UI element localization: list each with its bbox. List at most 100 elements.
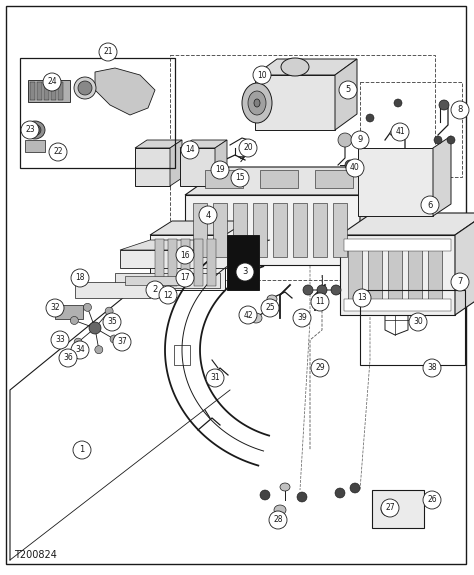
Bar (150, 235, 225, 290)
Bar (360, 290, 465, 365)
Text: 2: 2 (152, 286, 158, 294)
Bar (25, 140, 45, 152)
Circle shape (21, 121, 39, 139)
Circle shape (159, 286, 177, 304)
Bar (344, 299, 451, 311)
Text: 31: 31 (210, 374, 220, 382)
Circle shape (451, 273, 469, 291)
Circle shape (231, 169, 249, 187)
Bar (227, 235, 259, 290)
Text: 14: 14 (185, 145, 195, 155)
Circle shape (381, 499, 399, 517)
Ellipse shape (390, 129, 400, 136)
Bar (168, 239, 177, 286)
Text: 8: 8 (457, 105, 463, 114)
Polygon shape (170, 140, 182, 186)
Text: 22: 22 (53, 148, 63, 156)
Bar (155, 239, 164, 286)
Bar (313, 203, 327, 257)
Ellipse shape (248, 91, 266, 115)
Text: 27: 27 (385, 504, 395, 512)
Text: 33: 33 (55, 335, 65, 344)
Circle shape (303, 285, 313, 295)
Ellipse shape (78, 81, 92, 95)
Circle shape (409, 313, 427, 331)
Circle shape (43, 73, 61, 91)
Circle shape (346, 159, 364, 177)
Ellipse shape (29, 125, 41, 136)
Circle shape (146, 281, 164, 299)
Circle shape (105, 307, 113, 315)
Circle shape (335, 488, 345, 498)
Text: 24: 24 (47, 78, 57, 86)
Circle shape (70, 316, 78, 324)
Bar (194, 239, 203, 286)
Bar (333, 203, 347, 257)
Circle shape (71, 341, 89, 359)
Circle shape (73, 441, 91, 459)
Circle shape (103, 313, 121, 331)
Circle shape (423, 491, 441, 509)
Text: 34: 34 (75, 346, 85, 355)
Ellipse shape (74, 77, 96, 99)
Bar (344, 239, 451, 251)
Text: T200824: T200824 (14, 550, 57, 560)
Text: 38: 38 (427, 363, 437, 373)
Text: 12: 12 (163, 290, 173, 300)
Circle shape (350, 483, 360, 493)
Ellipse shape (384, 505, 392, 512)
Circle shape (331, 285, 341, 295)
Bar (135, 148, 170, 186)
Circle shape (297, 492, 307, 502)
Bar (58, 82, 63, 100)
Bar (55, 305, 83, 319)
Ellipse shape (25, 121, 45, 139)
Bar (207, 239, 216, 286)
Text: 3: 3 (242, 267, 248, 277)
Circle shape (269, 511, 287, 529)
Circle shape (83, 304, 91, 311)
Bar (358, 148, 433, 216)
Bar (315, 170, 353, 188)
Circle shape (239, 139, 257, 157)
Text: 15: 15 (235, 174, 245, 182)
Text: 29: 29 (315, 363, 325, 373)
Bar (28, 80, 70, 102)
Circle shape (345, 160, 355, 170)
Circle shape (99, 43, 117, 61)
Bar (273, 203, 287, 257)
Bar (185, 195, 360, 265)
Circle shape (181, 141, 199, 159)
Bar (293, 203, 307, 257)
Text: 36: 36 (63, 354, 73, 362)
Bar (260, 170, 298, 188)
Text: 21: 21 (103, 48, 113, 56)
Bar (174, 344, 190, 365)
Polygon shape (120, 240, 270, 250)
Ellipse shape (280, 483, 290, 491)
Bar (360, 82, 462, 177)
Text: 4: 4 (205, 210, 210, 220)
Text: 7: 7 (457, 278, 463, 286)
Text: 18: 18 (75, 274, 85, 282)
Circle shape (439, 100, 449, 110)
Circle shape (211, 161, 229, 179)
Text: 32: 32 (50, 304, 60, 312)
Bar (170, 55, 435, 280)
Circle shape (311, 293, 329, 311)
Circle shape (206, 369, 224, 387)
Ellipse shape (381, 502, 395, 516)
Circle shape (339, 81, 357, 99)
Polygon shape (433, 136, 451, 216)
Text: 16: 16 (180, 251, 190, 259)
Text: 30: 30 (413, 317, 423, 327)
Bar (372, 490, 424, 528)
Bar (30, 82, 35, 100)
Text: 11: 11 (315, 297, 325, 306)
Circle shape (434, 136, 442, 144)
Circle shape (236, 263, 254, 281)
Circle shape (176, 246, 194, 264)
Circle shape (366, 114, 374, 122)
Circle shape (421, 196, 439, 214)
Circle shape (239, 306, 257, 324)
